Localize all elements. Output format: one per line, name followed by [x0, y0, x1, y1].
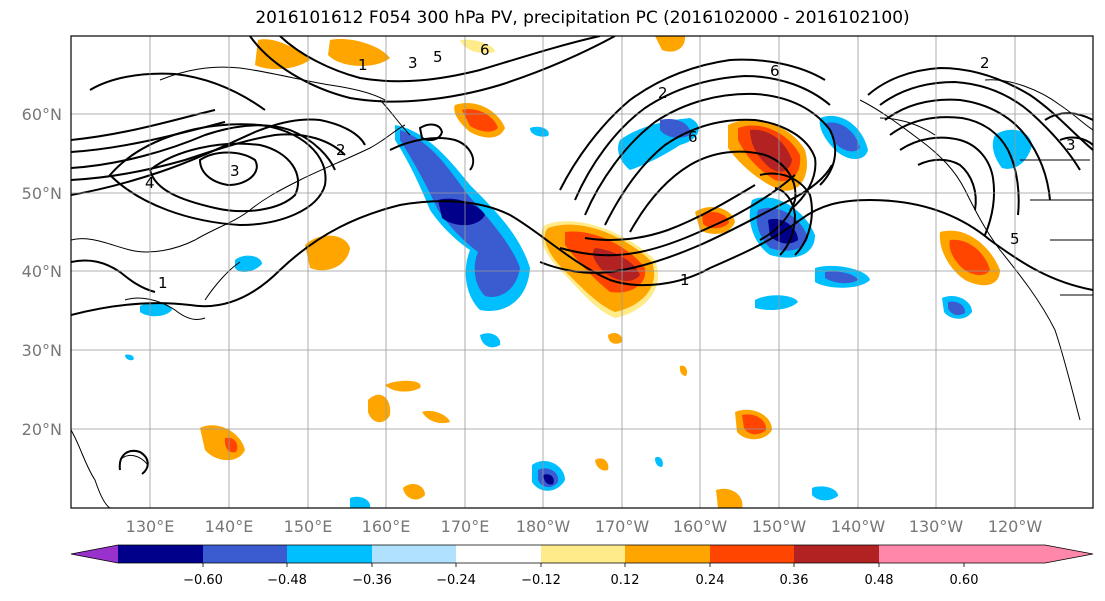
colorbar-outline	[70, 544, 1094, 564]
contour-label: 1	[158, 274, 168, 292]
colorbar-tick-label: 0.48	[865, 573, 894, 588]
latitude-labels: 60°N 50°N 40°N 30°N 20°N	[22, 105, 62, 439]
map-title: 2016101612 F054 300 hPa PV, precipitatio…	[255, 8, 910, 28]
lon-label: 120°W	[988, 517, 1043, 536]
colorbar-tick-label: 0.12	[611, 573, 640, 588]
colorbar-segment	[541, 545, 625, 563]
colorbar-segment	[118, 545, 203, 563]
contour-label: 6	[688, 128, 698, 146]
lat-label: 30°N	[22, 341, 62, 360]
colorbar-segment	[372, 545, 456, 563]
colorbar-segment	[879, 545, 964, 563]
contour-label: 6	[480, 41, 490, 59]
lat-label: 40°N	[22, 262, 62, 281]
colorbar-tick-label: −0.24	[436, 573, 476, 588]
lon-label: 130°W	[909, 517, 964, 536]
contour-label: 1	[680, 271, 690, 289]
colorbar-tick-label: −0.36	[352, 573, 392, 588]
lon-label: 150°W	[752, 517, 807, 536]
contour-labels: 1 1 1 2 2 2 3 3 3 4 5 5 6 6 6	[145, 41, 1076, 292]
contour-label: 3	[230, 162, 240, 180]
contour-label: 2	[980, 54, 990, 72]
contour-label: 5	[1010, 230, 1020, 248]
colorbar-tick-label: 0.24	[696, 573, 725, 588]
lon-label: 140°E	[205, 517, 254, 536]
colorbar-segment	[794, 545, 879, 563]
lon-label: 170°W	[595, 517, 650, 536]
colorbar-segment	[456, 545, 541, 563]
colorbar-extend-left	[71, 545, 118, 563]
contour-label: 3	[1066, 136, 1076, 154]
colorbar-tick-label: −0.48	[267, 573, 307, 588]
colorbar-tick-label: −0.12	[521, 573, 561, 588]
contour-label: 3	[408, 54, 418, 72]
longitude-labels: 130°E 140°E 150°E 160°E 170°E 180°W 170°…	[126, 517, 1043, 536]
lon-label: 130°E	[126, 517, 175, 536]
colorbar-tick-label: 0.36	[780, 573, 809, 588]
lon-label: 170°E	[441, 517, 490, 536]
lon-label: 140°W	[831, 517, 886, 536]
precip-positive-anomalies	[200, 36, 1000, 508]
contour-label: 2	[658, 84, 668, 102]
colorbar: −0.60 −0.48 −0.36 −0.24 −0.12 0.12 0.24 …	[70, 544, 1094, 588]
colorbar-segment	[203, 545, 287, 563]
precip-negative-anomalies	[125, 115, 1032, 508]
contour-label: 4	[145, 174, 155, 192]
lon-label: 160°E	[362, 517, 411, 536]
colorbar-tick-label: −0.60	[183, 573, 223, 588]
lat-label: 60°N	[22, 105, 62, 124]
lat-label: 50°N	[22, 184, 62, 203]
lon-label: 180°W	[516, 517, 571, 536]
lat-label: 20°N	[22, 420, 62, 439]
colorbar-extend-right	[964, 545, 1093, 563]
colorbar-tick-label: 0.60	[950, 573, 979, 588]
contour-label: 6	[770, 62, 780, 80]
contour-label: 2	[336, 141, 346, 159]
colorbar-segment	[625, 545, 710, 563]
map-border	[70, 35, 1094, 509]
colorbar-segment	[287, 545, 372, 563]
lon-label: 160°W	[673, 517, 728, 536]
coastlines	[71, 66, 1093, 508]
colorbar-segment	[710, 545, 794, 563]
contour-label: 1	[358, 56, 368, 74]
graticule	[71, 36, 1093, 508]
lon-label: 150°E	[284, 517, 333, 536]
colorbar-ticks	[202, 563, 965, 567]
contour-label: 5	[433, 48, 443, 66]
